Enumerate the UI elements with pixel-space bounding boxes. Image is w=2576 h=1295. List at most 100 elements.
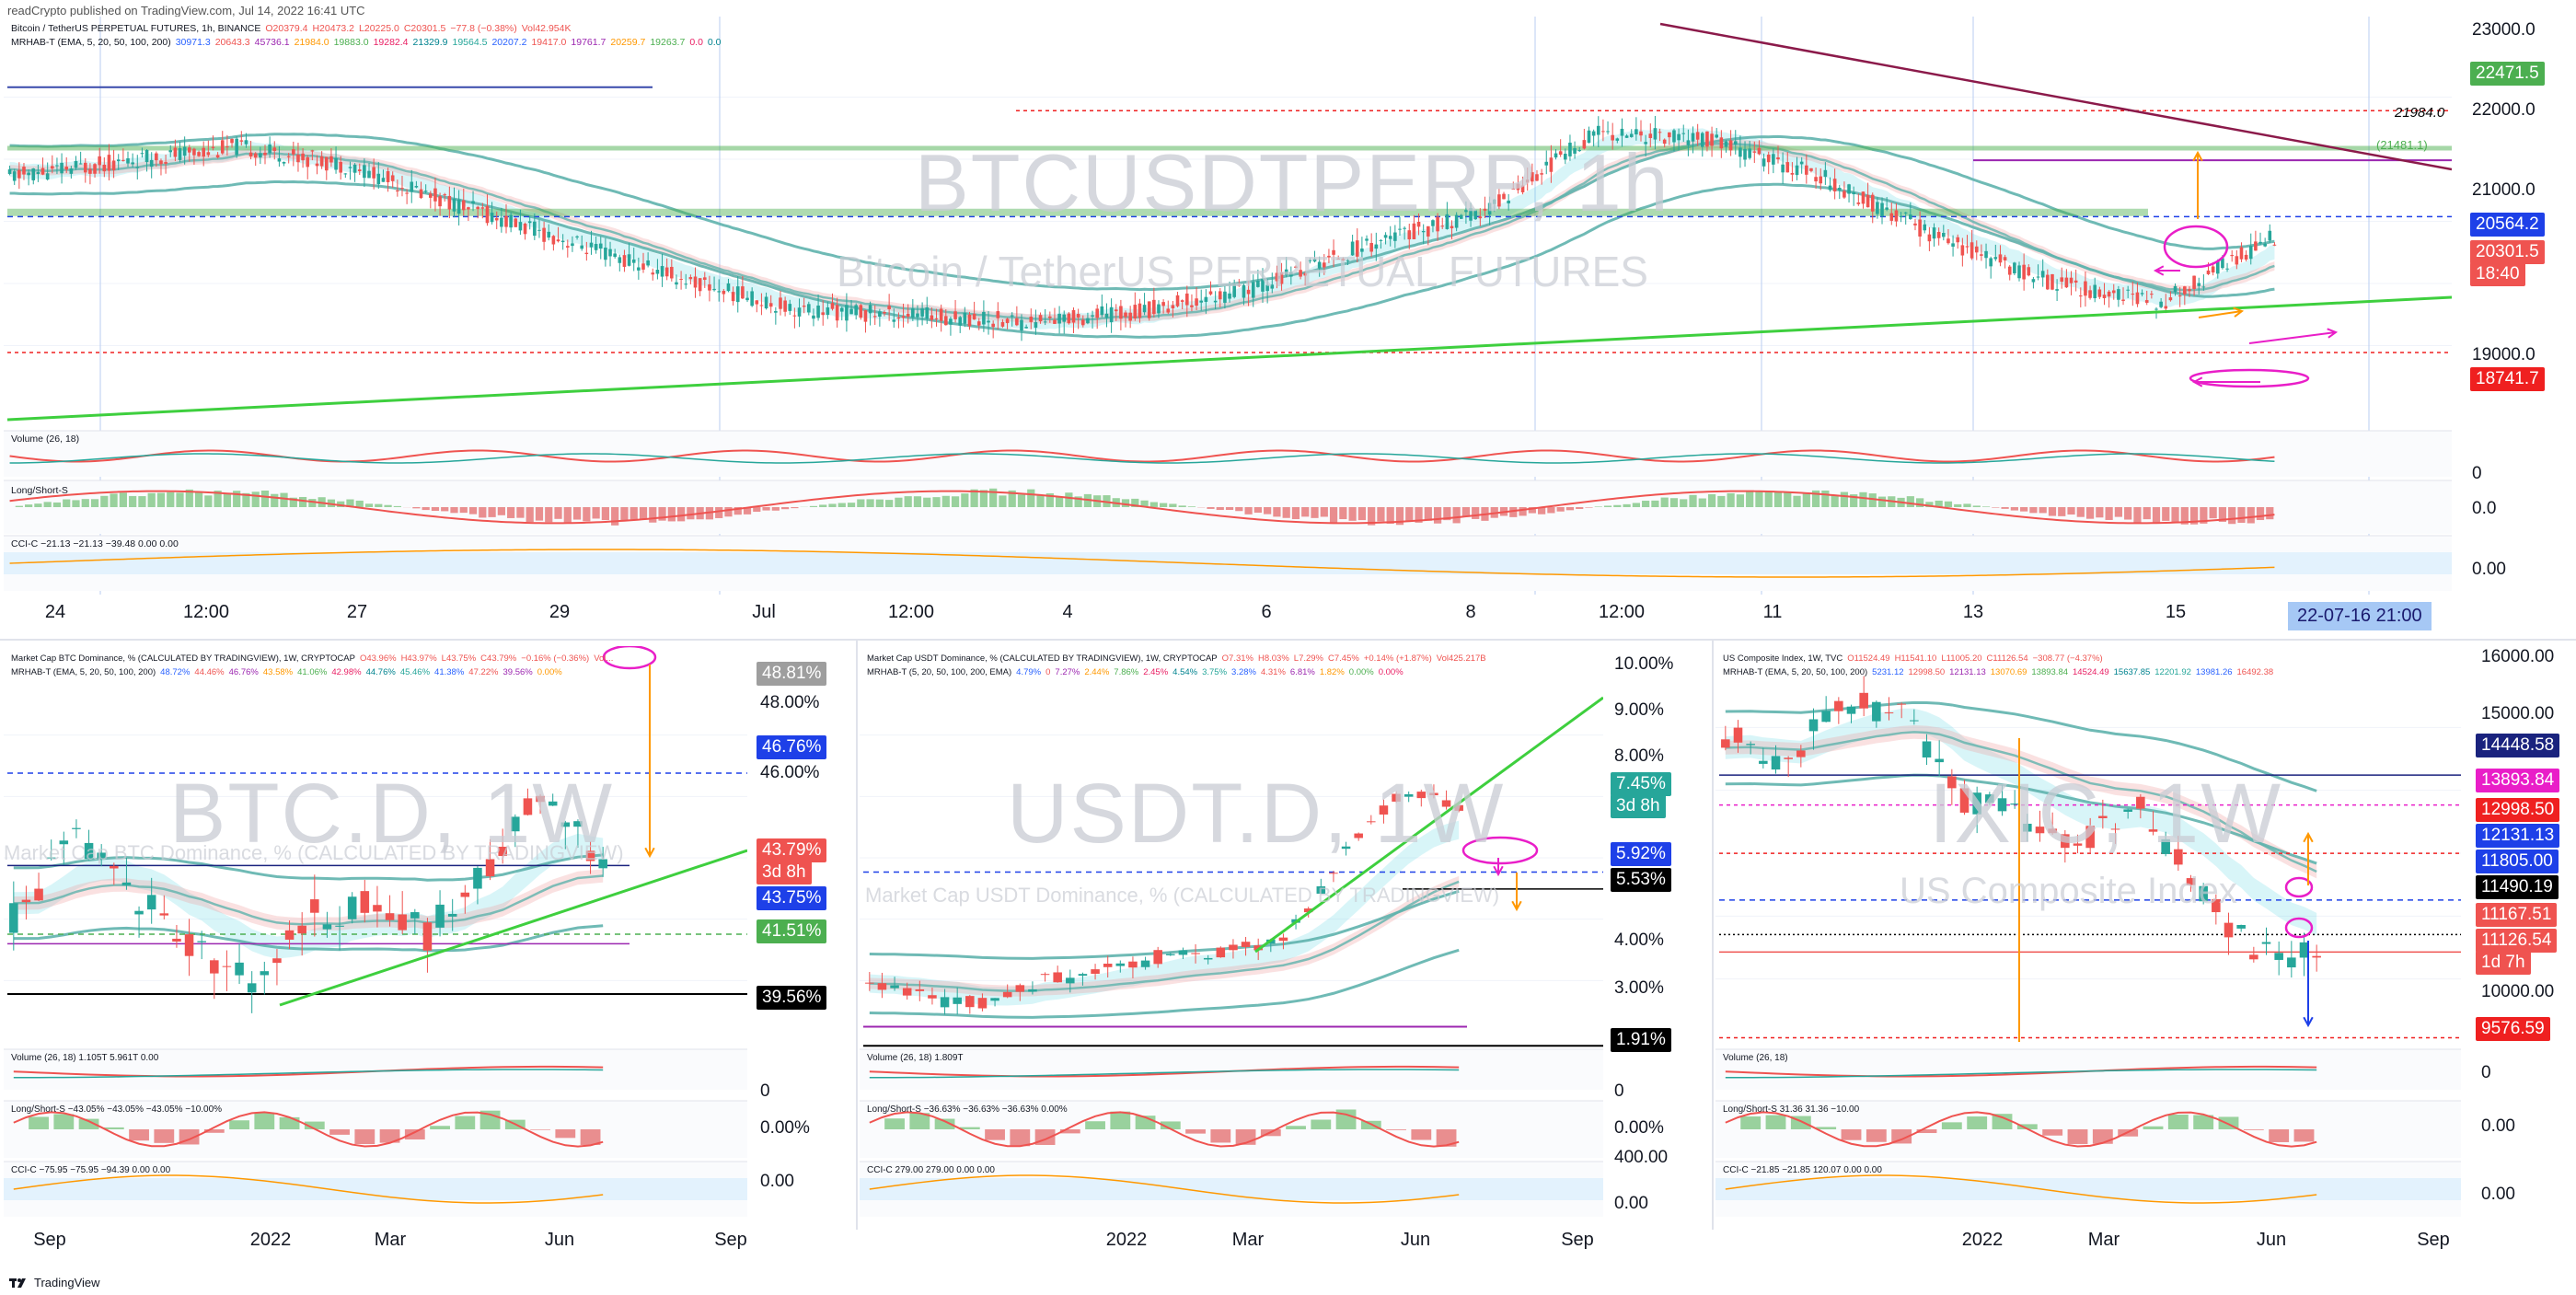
longshort-bar	[1528, 507, 1536, 514]
btcusdt-chart-pane[interactable]: BTCUSDTPERP, 1h Bitcoin / TetherUS PERPE…	[4, 17, 2452, 595]
candle-body	[915, 989, 925, 991]
candle-body	[376, 173, 381, 185]
longshort-line	[869, 1111, 1460, 1148]
candle-body	[1681, 133, 1686, 134]
candle-body	[1005, 318, 1010, 324]
candle-body	[1549, 157, 1554, 172]
btcusdt-price-axis[interactable]: 23000.0 22000.0 21000.0 19000.0 22471.5 …	[2452, 17, 2576, 595]
x-tick: Jun	[544, 1230, 575, 1250]
candle-body	[514, 218, 518, 227]
usdtd-chart-pane[interactable]: USDT.D, 1W Market Cap USDT Dominance, % …	[860, 646, 1603, 1219]
candle-body	[2239, 247, 2244, 260]
candle-body	[1355, 240, 1359, 257]
candle-body	[1601, 131, 1605, 133]
candle-body	[1903, 212, 1908, 214]
candle-body	[2131, 294, 2135, 295]
longshort-bar	[1773, 491, 1783, 507]
longshort-bar	[1178, 505, 1186, 507]
usdtd-price-axis[interactable]: 10.00% 9.00% 8.00% 7.45% 3d 8h 5.92% 5.5…	[1603, 646, 1712, 1219]
last-price-badge: 7.45%	[1611, 772, 1671, 796]
candle-body	[1195, 298, 1198, 306]
btcd-chart-svg[interactable]	[4, 646, 747, 1219]
y-tick: 9.00%	[1614, 700, 1664, 720]
ixic-price-axis[interactable]: 16000.00 15000.00 14448.58 13893.84 1299…	[2461, 646, 2576, 1219]
candle-body	[967, 314, 972, 327]
candle-body	[702, 277, 707, 281]
longshort-bar	[34, 503, 42, 507]
candle-body	[1809, 168, 1813, 171]
legend-value: 2.45%	[1143, 667, 1169, 677]
longshort-bar	[1045, 492, 1054, 507]
longshort-bar	[29, 1116, 49, 1129]
longshort-bar	[404, 1129, 425, 1140]
btcd-time-axis[interactable]: Sep 2022 Mar Jun Sep	[4, 1226, 747, 1254]
ixic-time-axis[interactable]: 2022 Mar Jun Sep	[1715, 1226, 2461, 1254]
btcd-price-axis[interactable]: 48.81% 48.00% 46.76% 46.00% 43.79% 3d 8h…	[747, 646, 856, 1219]
envelope-lower	[13, 924, 604, 953]
candle-body	[920, 308, 924, 317]
longshort-bar	[611, 507, 619, 526]
longshort-bar	[1461, 507, 1471, 517]
legend-value: 46.76%	[228, 667, 259, 677]
legend-value: 12998.50	[1908, 667, 1946, 677]
candle-body	[2046, 274, 2050, 290]
candle-body	[1554, 153, 1558, 158]
btcd-chart-pane[interactable]: BTC.D, 1W Market Cap BTC Dominance, % (C…	[4, 646, 747, 1219]
candle-body	[1776, 157, 1780, 160]
btcusdt-time-axis[interactable]: 24 12:00 27 29 Jul 12:00 4 6 8 12:00 11 13 15	[4, 598, 2452, 635]
candle-body	[949, 318, 953, 325]
candle-body	[1450, 225, 1454, 229]
ixic-chart-pane[interactable]: IXIC, 1W US Composite Index US Composite…	[1715, 646, 2461, 1219]
candle-body	[2144, 300, 2149, 303]
longshort-bar	[1348, 507, 1357, 521]
candle-body	[1204, 296, 1208, 302]
candle-body	[1076, 314, 1080, 318]
candle-body	[911, 308, 915, 318]
longshort-bar	[2010, 507, 2018, 511]
pane-separator	[1712, 641, 1714, 1230]
candle-body	[225, 146, 229, 148]
longshort-bar	[1027, 489, 1035, 507]
usdtd-chart-svg[interactable]	[860, 646, 1603, 1219]
legend-value: 39.56%	[502, 667, 533, 677]
last-price-badge: 43.79%	[757, 838, 827, 862]
btcusdt-chart-svg[interactable]	[4, 17, 2452, 595]
candle-body	[547, 231, 551, 238]
longshort-bar	[687, 507, 695, 520]
candle-body	[1199, 300, 1204, 303]
candle-body	[220, 140, 225, 154]
candle-body	[594, 244, 598, 250]
longshort-bar	[649, 507, 657, 523]
longshort-bar	[1160, 503, 1168, 507]
candle-body	[84, 842, 94, 860]
annotation-ellipse	[2189, 368, 2310, 388]
longshort-bar	[1273, 507, 1281, 517]
candle-body	[788, 304, 792, 311]
candle-body	[1346, 260, 1350, 261]
candle-body	[1615, 138, 1620, 141]
cci-band	[860, 1178, 1603, 1200]
candle-body	[155, 153, 158, 161]
candle-body	[1383, 235, 1388, 238]
longshort-bar	[620, 507, 629, 521]
ixic-chart-svg[interactable]	[1715, 646, 2461, 1219]
longshort-bar	[676, 507, 686, 522]
candle-body	[1993, 257, 1998, 260]
candle-body	[452, 198, 456, 212]
candle-body	[2159, 301, 2163, 307]
candle-body	[498, 846, 507, 857]
longshort-bar	[1840, 491, 1849, 507]
candle-body	[930, 315, 934, 320]
longshort-bar	[1972, 505, 1981, 507]
candle-body	[159, 913, 169, 916]
candle-body	[589, 242, 594, 248]
candle-body	[1412, 223, 1416, 239]
legend-value: +0.14% (+1.87%)	[1363, 653, 1432, 664]
longshort-bar	[1121, 499, 1130, 507]
candle-body	[1043, 321, 1047, 323]
usdtd-time-axis[interactable]: 2022 Mar Jun Sep	[860, 1226, 1603, 1254]
candle-body	[965, 996, 975, 1008]
candle-body	[31, 168, 36, 180]
candle-body	[1658, 132, 1662, 133]
candle-body	[1772, 154, 1775, 165]
